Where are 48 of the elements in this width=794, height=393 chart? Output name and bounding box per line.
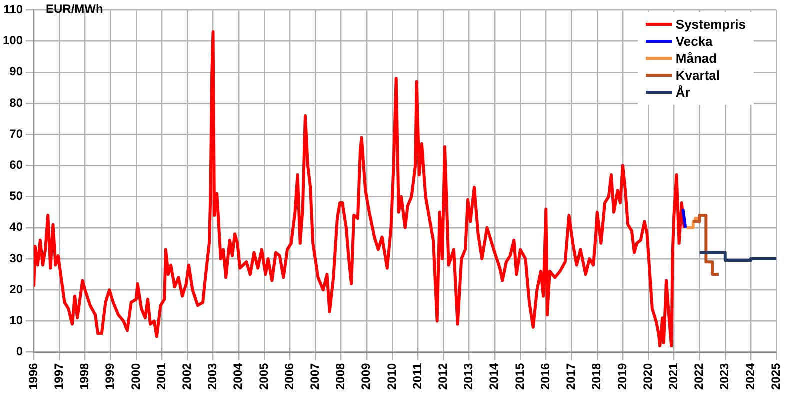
x-tick-label: 2012 [436,362,450,390]
y-tick-label: 60 [10,158,24,172]
y-tick-label: 110 [4,2,24,17]
x-tick-label: 2022 [692,362,706,390]
x-tick-label: 2023 [718,362,732,390]
x-tick-label: 2014 [487,362,502,390]
x-tick-label: 2025 [768,362,783,390]
x-tick-label: 2007 [308,362,322,390]
x-tick-label: 2005 [256,362,271,390]
y-tick-label: 40 [10,220,24,234]
x-tick-label: 2020 [640,362,655,390]
x-tick-label: 2017 [564,362,578,390]
x-tick-label: 1997 [52,362,66,390]
x-tick-label: 1996 [26,362,40,390]
legend-label: Systempris [676,17,746,32]
legend-label: Månad [676,51,718,66]
x-tick-label: 2015 [512,362,527,390]
x-tick-label: 2024 [743,362,758,390]
legend-label: Vecka [676,34,713,49]
x-tick-label: 2001 [154,362,168,390]
y-tick-label: 90 [10,64,24,79]
x-tick-label: 2002 [180,362,194,390]
x-tick-label: 1998 [78,362,92,390]
x-tick-label: 2006 [282,362,296,390]
y-tick-label: 0 [16,344,24,359]
y-tick-label: 50 [10,189,24,204]
legend-label: År [676,85,690,100]
y-tick-label: 100 [2,34,24,48]
x-tick-label: 2019 [615,362,630,390]
y-tick-label: 80 [10,96,24,110]
x-tick-label: 2000 [128,362,143,390]
y-tick-label: 30 [10,251,24,266]
y-tick-label: 10 [10,314,24,328]
x-tick-label: 2003 [206,362,220,390]
x-tick-label: 2013 [462,362,476,390]
y-tick-label: 70 [10,126,24,141]
x-tick-label: 1999 [103,362,118,390]
x-tick-label: 2009 [359,362,374,390]
x-tick-label: 2021 [666,362,680,390]
y-tick-label: 20 [10,282,24,296]
x-tick-label: 2018 [590,362,604,390]
x-tick-label: 2008 [334,362,348,390]
x-tick-label: 2004 [231,362,246,390]
legend-label: Kvartal [676,68,720,83]
x-tick-label: 2011 [410,362,424,390]
x-tick-label: 2016 [538,362,552,390]
x-tick-label: 2010 [384,362,399,390]
y-axis-title: EUR/MWh [46,2,104,16]
